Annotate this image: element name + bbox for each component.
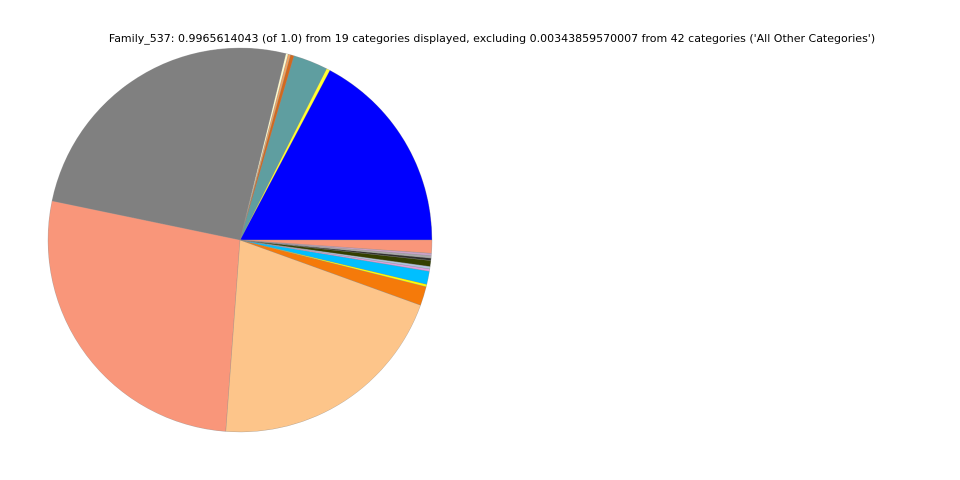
pie-wedge xyxy=(239,239,433,254)
pie-wedge xyxy=(51,47,287,241)
pie-wedge xyxy=(47,200,241,432)
chart-title: Family_537: 0.9965614043 (of 1.0) from 1… xyxy=(109,32,875,45)
pie-wedge xyxy=(239,70,433,241)
pie-wedge xyxy=(225,239,421,433)
